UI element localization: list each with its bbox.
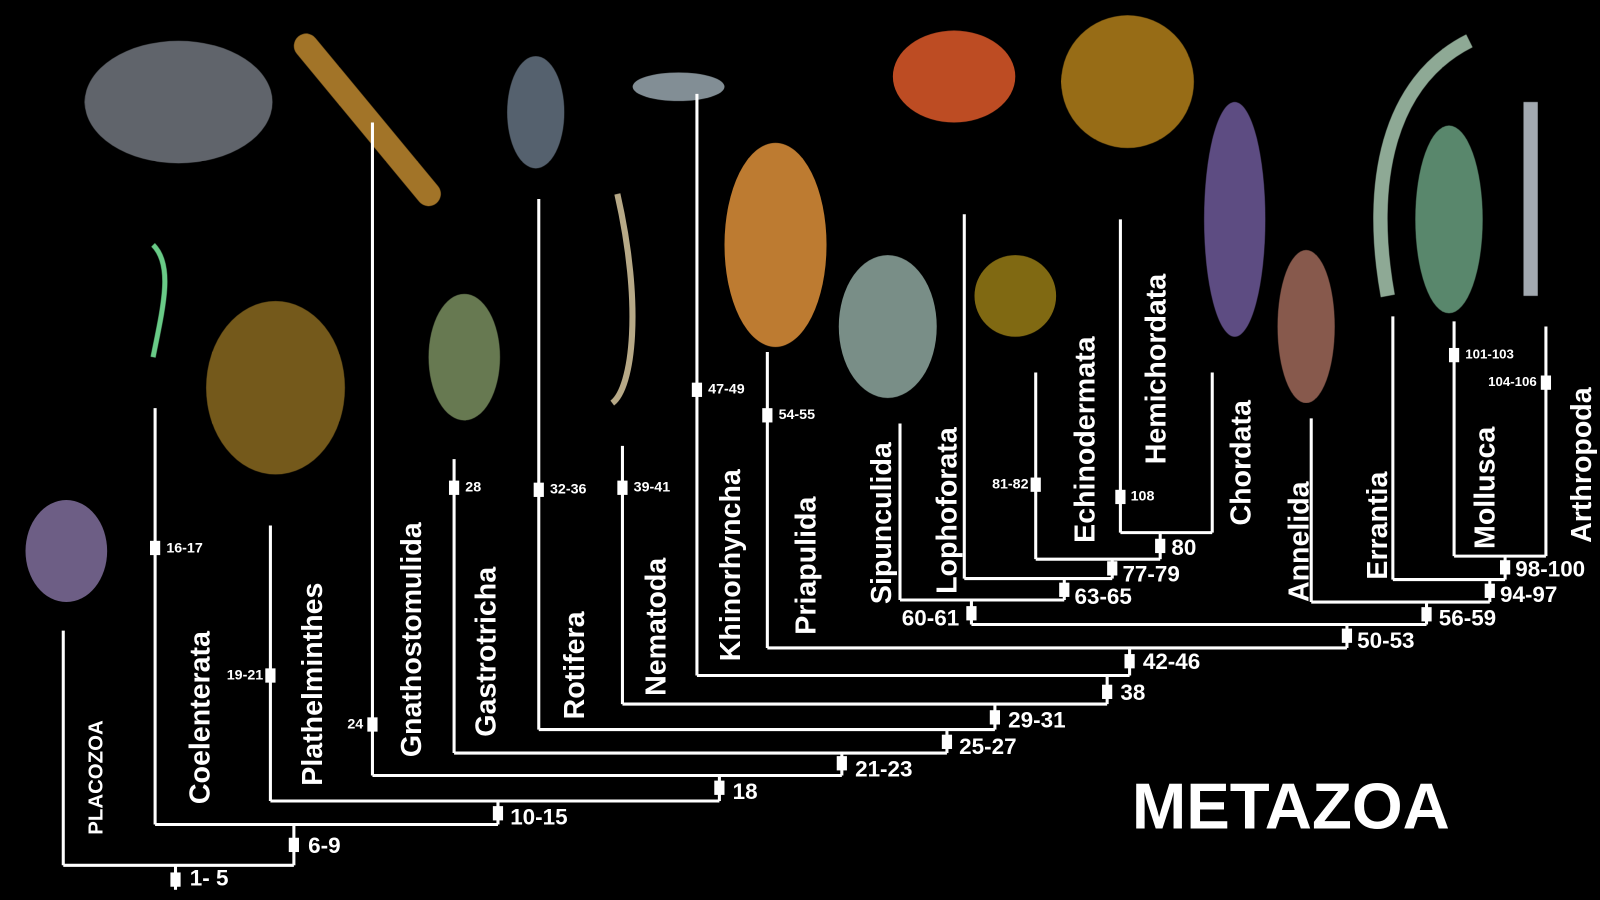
node-marker <box>367 717 378 732</box>
node-label: 77-79 <box>1122 561 1179 586</box>
node-marker <box>170 872 181 887</box>
node-label: 47-49 <box>708 382 745 398</box>
node-marker <box>1341 628 1353 643</box>
node-marker <box>1421 607 1432 622</box>
node-marker <box>1102 684 1113 699</box>
hydra <box>150 243 168 358</box>
node-marker <box>836 756 847 771</box>
node-marker <box>1500 560 1511 575</box>
crinoid <box>974 255 1057 337</box>
node-label: 56-59 <box>1439 605 1496 630</box>
node-marker <box>150 540 161 556</box>
flatworm <box>206 301 345 475</box>
taxon-label: Coelenterata <box>185 630 217 804</box>
taxon-label: Sipunculida <box>866 441 898 604</box>
gastrotrich <box>428 293 500 421</box>
node-label: 60-61 <box>902 605 959 630</box>
node-label: 98-100 <box>1515 556 1585 581</box>
organisms <box>25 15 1538 603</box>
kinorhynch <box>632 72 725 102</box>
node-label: 50-53 <box>1357 628 1414 653</box>
node-marker <box>1107 561 1118 576</box>
node-label: 81-82 <box>992 476 1029 492</box>
phoronid <box>892 30 1016 123</box>
node-marker <box>1030 477 1041 492</box>
node-marker <box>1124 654 1135 669</box>
taxon-label: Gnathostomulida <box>396 521 428 757</box>
title: METAZOA <box>1132 769 1450 842</box>
polychaete <box>1373 34 1473 298</box>
node-label: 63-65 <box>1074 584 1131 609</box>
node-label: 24 <box>347 716 363 732</box>
node-marker <box>492 806 504 821</box>
taxon-label: Mollusca <box>1469 426 1501 549</box>
node-marker <box>691 382 703 397</box>
taxon-label: Echinodermata <box>1069 335 1101 542</box>
node-label: 28 <box>465 480 481 496</box>
node-label: 18 <box>733 779 758 804</box>
taxon-label: Arthropoda <box>1566 386 1598 543</box>
node-marker <box>762 408 773 423</box>
node-marker <box>1059 582 1070 597</box>
earthworm <box>1277 250 1335 404</box>
node-marker <box>1155 538 1166 554</box>
chiton <box>1415 125 1483 314</box>
placozoan <box>25 500 108 603</box>
node-label: 25-27 <box>959 734 1016 759</box>
node-label: 38 <box>1120 680 1145 705</box>
node-marker <box>265 668 276 683</box>
node-label: 32-36 <box>550 482 587 498</box>
taxon-label: Annelida <box>1284 480 1316 602</box>
node-marker <box>941 734 953 749</box>
node-label: 54-55 <box>779 407 816 423</box>
taxon-label: Plathelminthes <box>297 583 329 786</box>
tunicate <box>1204 102 1266 337</box>
jellyfish <box>84 40 273 164</box>
node-marker <box>966 606 977 621</box>
node-marker <box>1484 583 1495 598</box>
hemichordate <box>1061 15 1194 148</box>
rotifer <box>507 56 565 169</box>
node-label: 16-17 <box>166 541 203 557</box>
node-label: 101-103 <box>1465 347 1514 362</box>
node-marker <box>989 710 1000 725</box>
node-label: 104-106 <box>1488 374 1537 389</box>
priapulid <box>724 142 827 347</box>
nematode <box>610 193 636 406</box>
node-label: 80 <box>1171 535 1196 560</box>
node-marker <box>714 780 725 795</box>
node-marker <box>448 480 460 495</box>
node-label: 19-21 <box>227 667 264 683</box>
node-marker <box>1448 347 1460 363</box>
node-label: 6-9 <box>308 833 340 858</box>
node-marker <box>533 482 544 497</box>
node-marker <box>1115 489 1126 505</box>
node-marker <box>288 837 299 853</box>
sipunculid <box>838 255 937 398</box>
node-label: 94-97 <box>1500 582 1557 607</box>
taxon-label: Priapulida <box>791 495 823 634</box>
node-marker <box>617 480 628 495</box>
taxon-label: Khinorhyncha <box>715 468 747 661</box>
taxon-label: Lophoforata <box>932 426 964 594</box>
taxon-label: Rotifera <box>559 610 591 719</box>
node-label: 39-41 <box>634 480 671 496</box>
taxon-label: Chordata <box>1225 399 1257 525</box>
node-label: 1- 5 <box>190 866 229 891</box>
node-label: 108 <box>1131 489 1155 505</box>
taxon-label: Gastrotricha <box>470 566 502 737</box>
gnathostomulid <box>293 33 441 207</box>
taxon-label: Nematoda <box>641 557 673 696</box>
node-label: 10-15 <box>510 804 567 829</box>
taxon-label: Hemichordata <box>1141 273 1173 465</box>
taxon-label: Errantia <box>1362 471 1394 580</box>
node-label: 21-23 <box>855 756 912 781</box>
taxon-label: PLACOZOA <box>85 720 107 835</box>
node-label: 42-46 <box>1143 649 1200 674</box>
node-marker <box>1540 375 1552 390</box>
tree: PLACOZOA Coelenterata Plathelminthes Gnatho… <box>61 93 1598 891</box>
node-label: 29-31 <box>1008 707 1065 732</box>
